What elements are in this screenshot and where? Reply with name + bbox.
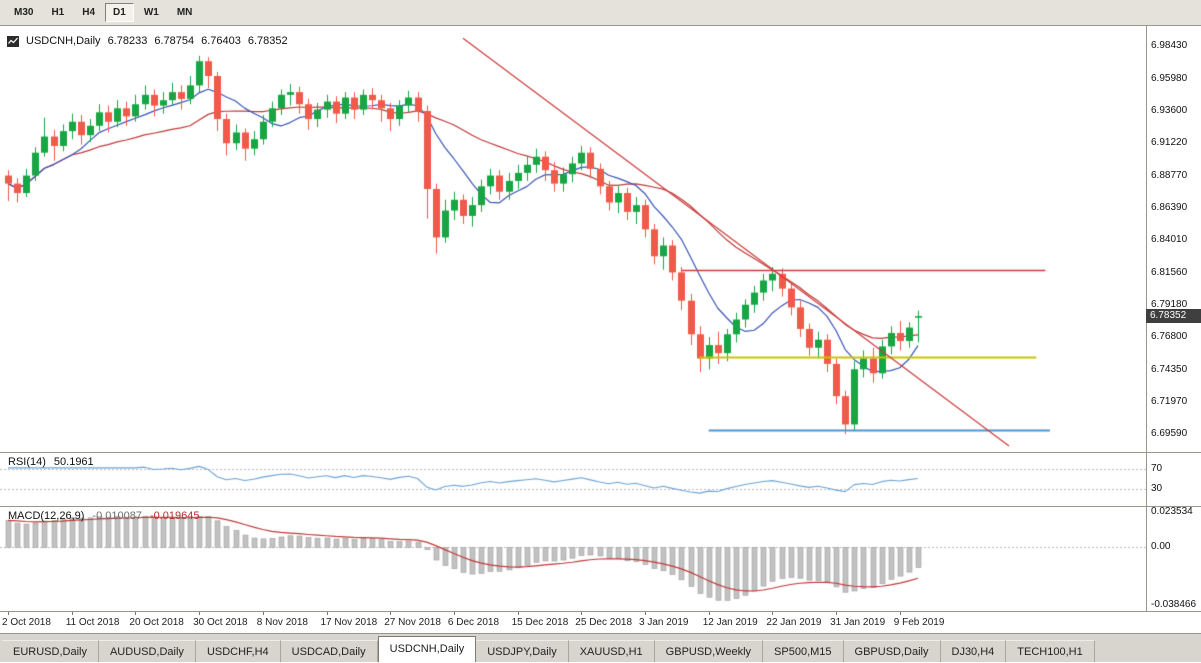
date-axis-label: 22 Jan 2019 bbox=[766, 617, 822, 628]
macd-axis-label: 0.023534 bbox=[1151, 506, 1193, 517]
date-tick bbox=[8, 612, 9, 615]
chart-title: USDCNH,Daily 6.78233 6.78754 6.76403 6.7… bbox=[7, 35, 288, 47]
date-tick bbox=[326, 612, 328, 615]
chart-window: USDCNH,Daily 6.78233 6.78754 6.76403 6.7… bbox=[0, 26, 1201, 633]
price-axis-label: 6.81560 bbox=[1151, 266, 1188, 278]
timeframe-toolbar: M30 H1 H4 D1 W1 MN bbox=[0, 0, 1201, 26]
price-axis-label: 6.93600 bbox=[1151, 104, 1188, 116]
date-axis: 2 Oct 2018 11 Oct 2018 20 Oct 2018 30 Oct 2… bbox=[0, 612, 1146, 633]
date-tick bbox=[453, 612, 455, 615]
price-axis-label: 6.69590 bbox=[1151, 428, 1188, 439]
rsi-indicator-name: RSI(14) bbox=[8, 456, 46, 468]
date-axis-label: 30 Oct 2018 bbox=[193, 617, 248, 628]
date-axis-label: 2 Oct 2018 bbox=[2, 617, 51, 628]
macd-axis-label: 0.00 bbox=[1151, 541, 1171, 553]
pane-separator bbox=[0, 506, 1201, 507]
date-axis-label: 31 Jan 2019 bbox=[830, 617, 886, 628]
date-axis-label: 11 Oct 2018 bbox=[65, 617, 120, 628]
chart-close-value: 6.78352 bbox=[247, 35, 288, 47]
rsi-indicator-value: 50.1961 bbox=[53, 456, 94, 468]
date-axis-label: 15 Dec 2018 bbox=[511, 617, 569, 628]
price-axis-label: 6.86390 bbox=[1151, 201, 1188, 213]
date-axis-label: 20 Oct 2018 bbox=[129, 617, 184, 628]
date-tick bbox=[899, 612, 901, 615]
chart-high-value: 6.78754 bbox=[154, 35, 195, 47]
price-axis-label: 6.79180 bbox=[1151, 298, 1188, 310]
timeframe-button-w1[interactable]: W1 bbox=[136, 3, 167, 22]
current-price-badge: 6.78352 bbox=[1146, 309, 1201, 324]
timeframe-button-mn[interactable]: MN bbox=[169, 3, 201, 22]
price-axis-label: 6.71970 bbox=[1151, 395, 1188, 407]
date-axis-label: 9 Feb 2019 bbox=[893, 617, 945, 628]
date-tick bbox=[390, 612, 392, 615]
chart-tab-usdcnh-daily[interactable]: USDCNH,Daily bbox=[377, 636, 477, 662]
price-axis-label: 6.91220 bbox=[1151, 137, 1188, 148]
rsi-chart-canvas[interactable] bbox=[0, 452, 1146, 506]
date-tick bbox=[772, 612, 774, 615]
pane-separator bbox=[0, 452, 1201, 453]
chart-tab-dj30-h4[interactable]: DJ30,H4 bbox=[940, 640, 1007, 662]
date-axis-label: 12 Jan 2019 bbox=[702, 617, 758, 628]
price-chart-canvas[interactable] bbox=[0, 26, 1146, 452]
chart-tab-xauusd-h1[interactable]: XAUUSD,H1 bbox=[568, 640, 655, 662]
price-axis-label: 6.98430 bbox=[1151, 40, 1188, 51]
chart-symbol-label: USDCNH,Daily bbox=[26, 35, 101, 47]
rsi-axis-label: 30 bbox=[1151, 483, 1163, 494]
date-tick bbox=[135, 612, 137, 615]
timeframe-button-h1[interactable]: H1 bbox=[43, 3, 72, 22]
price-axis-label: 6.95980 bbox=[1151, 72, 1188, 84]
date-tick bbox=[517, 612, 519, 615]
chart-tab-tech100-h1[interactable]: TECH100,H1 bbox=[1006, 640, 1095, 662]
macd-indicator-name: MACD(12,26,9) bbox=[8, 510, 85, 522]
timeframe-button-m30[interactable]: M30 bbox=[6, 3, 41, 22]
chart-tab-usdchf-h4[interactable]: USDCHF,H4 bbox=[195, 640, 281, 662]
macd-main-value: -0.010087 bbox=[92, 510, 142, 522]
price-axis-label: 6.88770 bbox=[1151, 169, 1188, 181]
price-axis-label: 6.74350 bbox=[1151, 363, 1188, 375]
pane-separator bbox=[0, 611, 1201, 612]
price-axis-label: 6.76800 bbox=[1151, 331, 1188, 342]
chart-open-value: 6.78233 bbox=[107, 35, 148, 47]
date-axis-label: 17 Nov 2018 bbox=[320, 617, 378, 628]
chart-tab-usdcad-daily[interactable]: USDCAD,Daily bbox=[280, 640, 378, 662]
chart-tab-usdjpy-daily[interactable]: USDJPY,Daily bbox=[476, 640, 569, 662]
date-tick bbox=[836, 612, 838, 615]
date-tick bbox=[199, 612, 201, 615]
timeframe-button-d1[interactable]: D1 bbox=[105, 3, 134, 22]
date-axis-label: 25 Dec 2018 bbox=[575, 617, 633, 628]
date-axis-label: 8 Nov 2018 bbox=[256, 617, 308, 628]
chart-tab-audusd-daily[interactable]: AUDUSD,Daily bbox=[98, 640, 196, 662]
chart-tab-gbpusd-daily[interactable]: GBPUSD,Daily bbox=[843, 640, 941, 662]
date-axis-label: 6 Dec 2018 bbox=[447, 617, 500, 628]
price-axis-label: 6.84010 bbox=[1151, 234, 1188, 245]
chart-window-icon bbox=[7, 35, 19, 47]
rsi-axis-label: 70 bbox=[1151, 463, 1163, 474]
date-tick bbox=[71, 612, 73, 615]
macd-signal-value: -0.019645 bbox=[149, 510, 200, 522]
macd-axis-label: -0.038466 bbox=[1151, 599, 1197, 610]
date-tick bbox=[581, 612, 583, 615]
chart-tab-gbpusd-weekly[interactable]: GBPUSD,Weekly bbox=[654, 640, 764, 662]
date-tick bbox=[262, 612, 264, 615]
chart-tab-sp500-m15[interactable]: SP500,M15 bbox=[763, 640, 844, 662]
date-tick bbox=[645, 612, 646, 615]
chart-tab-bar: EURUSD,Daily AUDUSD,Daily USDCHF,H4 USDCAD,… bbox=[0, 633, 1201, 662]
timeframe-button-h4[interactable]: H4 bbox=[74, 3, 103, 22]
date-tick bbox=[708, 612, 710, 615]
macd-chart-canvas[interactable] bbox=[0, 506, 1146, 611]
chart-tab-eurusd-daily[interactable]: EURUSD,Daily bbox=[2, 640, 99, 662]
date-axis-label: 27 Nov 2018 bbox=[384, 617, 441, 628]
rsi-indicator-label: RSI(14) 50.1961 bbox=[8, 456, 94, 468]
macd-indicator-label: MACD(12,26,9) -0.010087 -0.019645 bbox=[8, 510, 200, 522]
date-axis-label: 3 Jan 2019 bbox=[639, 617, 689, 628]
chart-low-value: 6.76403 bbox=[201, 35, 241, 47]
